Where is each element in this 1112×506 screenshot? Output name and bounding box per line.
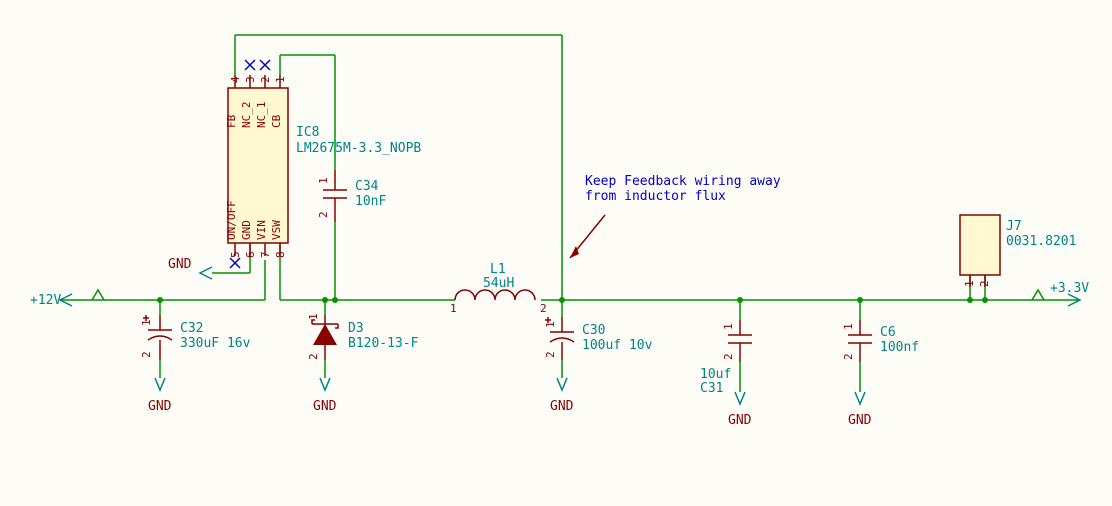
svg-text:100nf: 100nf — [880, 340, 919, 355]
svg-text:54uH: 54uH — [483, 276, 514, 291]
svg-text:2: 2 — [722, 353, 735, 360]
svg-text:C6: C6 — [880, 325, 896, 340]
svg-text:10nF: 10nF — [355, 194, 386, 209]
svg-text:2: 2 — [140, 351, 153, 358]
svg-text:GND: GND — [168, 257, 192, 272]
svg-text:VSW: VSW — [270, 220, 283, 240]
svg-text:NC_2: NC_2 — [240, 102, 253, 129]
svg-text:1: 1 — [722, 323, 735, 330]
svg-text:Keep Feedback wiring away: Keep Feedback wiring away — [585, 174, 781, 189]
svg-text:1: 1 — [842, 323, 855, 330]
svg-text:330uF 16v: 330uF 16v — [180, 336, 251, 351]
svg-text:GND: GND — [148, 399, 172, 414]
svg-text:CB: CB — [270, 114, 283, 128]
svg-text:3: 3 — [244, 76, 257, 83]
svg-text:7: 7 — [259, 251, 272, 258]
svg-text:2: 2 — [842, 353, 855, 360]
svg-text:C31: C31 — [700, 381, 723, 396]
svg-text:LM2675M-3.3_NOPB: LM2675M-3.3_NOPB — [296, 141, 421, 156]
cap-c32: 1 2 C32 330uF 16v — [140, 315, 251, 378]
svg-text:L1: L1 — [490, 262, 506, 277]
svg-text:J7: J7 — [1006, 219, 1022, 234]
svg-text:1: 1 — [317, 177, 330, 184]
svg-text:100uf 10v: 100uf 10v — [582, 338, 653, 353]
diode-d3: 1 2 D3 B120-13-F — [307, 313, 419, 378]
svg-text:2: 2 — [544, 351, 557, 358]
svg-text:2: 2 — [307, 353, 320, 360]
svg-text:ON/OFF: ON/OFF — [225, 200, 238, 240]
svg-text:C34: C34 — [355, 179, 379, 194]
svg-text:GND: GND — [240, 220, 253, 240]
svg-text:NC_1: NC_1 — [255, 102, 268, 129]
gnd-c31: GND — [728, 392, 752, 428]
svg-text:FB: FB — [225, 114, 238, 128]
svg-text:1: 1 — [544, 321, 557, 328]
svg-text:C30: C30 — [582, 323, 605, 338]
svg-text:D3: D3 — [348, 321, 364, 336]
svg-text:2: 2 — [259, 76, 272, 83]
svg-text:B120-13-F: B120-13-F — [348, 336, 419, 351]
svg-text:1: 1 — [963, 280, 976, 287]
svg-text:1: 1 — [307, 313, 320, 320]
schematic-canvas: +12V +3.3V GND 4 FB 3 NC_2 2 NC_1 1 CB 5… — [0, 0, 1112, 506]
svg-text:1: 1 — [450, 302, 457, 315]
svg-text:5: 5 — [229, 251, 242, 258]
svg-text:1: 1 — [274, 76, 287, 83]
gnd-c6: GND — [848, 392, 872, 428]
cap-c34: 1 2 C34 10nF — [317, 170, 386, 222]
svg-text:8: 8 — [274, 251, 287, 258]
svg-text:GND: GND — [848, 413, 872, 428]
svg-text:2: 2 — [978, 280, 991, 287]
svg-text:GND: GND — [728, 413, 752, 428]
svg-text:6: 6 — [244, 251, 257, 258]
svg-text:from inductor flux: from inductor flux — [585, 189, 726, 204]
gnd-c30: GND — [550, 378, 574, 414]
svg-text:VIN: VIN — [255, 220, 268, 240]
connector-j7: 1 2 J7 0031.8201 — [960, 215, 1076, 287]
note-feedback: Keep Feedback wiring away from inductor … — [570, 174, 781, 258]
cap-c31: 1 2 10uf C31 — [700, 320, 752, 396]
svg-text:+12V: +12V — [30, 293, 61, 308]
net-label-3v3: +3.3V — [1050, 281, 1089, 306]
svg-text:C32: C32 — [180, 321, 203, 336]
inductor-l1: 1 2 L1 54uH — [450, 262, 547, 315]
svg-text:+3.3V: +3.3V — [1050, 281, 1089, 296]
svg-text:IC8: IC8 — [296, 125, 319, 140]
svg-text:GND: GND — [313, 399, 337, 414]
svg-text:0031.8201: 0031.8201 — [1006, 234, 1076, 249]
ic8: 4 FB 3 NC_2 2 NC_1 1 CB 5 ON/OFF 6 GND 7… — [225, 60, 421, 268]
gnd-d3: GND — [313, 378, 337, 414]
svg-text:2: 2 — [540, 302, 547, 315]
net-label-gnd-ic: GND — [168, 257, 212, 279]
svg-text:10uf: 10uf — [700, 367, 731, 382]
svg-text:GND: GND — [550, 399, 574, 414]
cap-c30: 1 2 C30 100uf 10v — [544, 317, 653, 378]
svg-text:2: 2 — [317, 211, 330, 218]
svg-text:4: 4 — [229, 76, 242, 83]
cap-c6: 1 2 C6 100nf — [842, 320, 919, 392]
gnd-c32: GND — [148, 378, 172, 414]
